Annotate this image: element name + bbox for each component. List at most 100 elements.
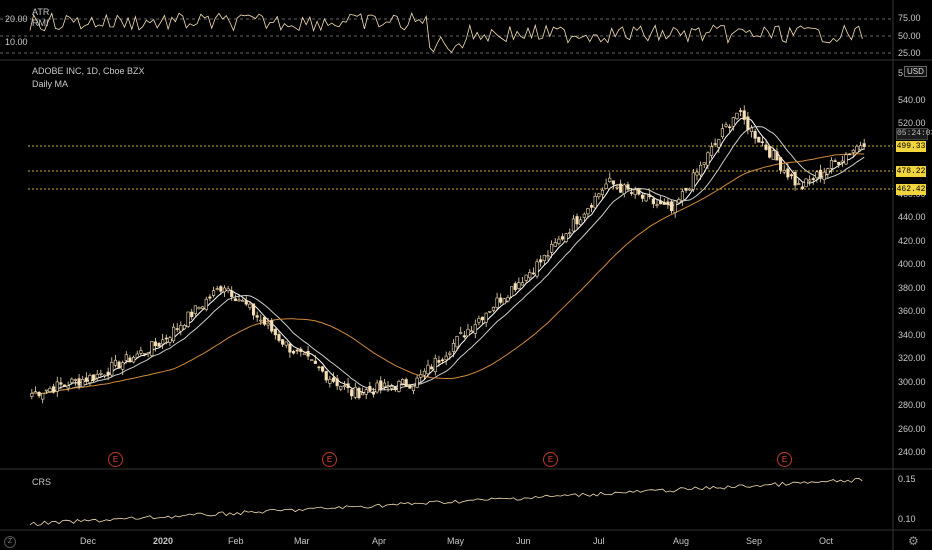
candle-body [324,371,328,381]
currency-badge[interactable]: USD [904,66,927,77]
candle-body [157,342,161,347]
candle-body [753,131,757,139]
time-label: Oct [819,536,834,546]
level-badge-2: 478.22 [896,166,926,177]
candle-body [161,339,165,345]
countdown-badge: 05:24:03 [896,128,932,140]
crs-label: CRS [32,477,52,487]
candle-body [237,299,241,302]
candle-body [150,341,154,356]
candle-body [775,151,779,161]
candle-body [626,184,630,190]
candle-body [818,169,823,178]
candle-body [244,300,248,305]
candle-body [313,360,317,364]
crs-tick-015: 0.15 [898,474,916,484]
atr-label: ATR [32,7,50,17]
candle-body [295,349,299,352]
time-label: Dec [80,536,97,546]
candle-body [553,242,557,247]
candle-body [451,343,456,352]
candle-body [473,324,477,334]
candle-body [52,386,56,393]
candle-body [757,136,761,143]
candle-body [368,386,372,392]
symbol-title[interactable]: ADOBE INC, 1D, Cboe BZX [32,66,145,76]
candle-body [233,298,237,301]
candle-body [339,386,343,390]
candle-body [662,202,666,205]
candle-body [579,219,583,225]
candle-body [706,152,710,166]
time-label: Sep [746,536,763,546]
candle-body [48,387,52,392]
candle-body [379,380,383,389]
candle-body [193,305,197,314]
crs-series-layer [29,477,863,526]
candle-body [222,287,227,293]
candle-body [655,204,659,206]
candle-body [142,353,147,355]
price-tick: 420.00 [898,235,926,246]
candle-body [640,194,645,199]
candle-body [659,200,663,205]
candle-body [41,393,45,400]
earnings-marker-mar[interactable]: E [322,452,337,467]
candle-body [604,183,608,189]
earnings-marker-jun[interactable]: E [543,452,558,467]
candle-body [760,141,764,144]
candle-body [531,272,535,275]
candle-body [673,200,677,213]
candle-body [437,360,441,363]
candle-body [455,335,459,348]
candle-body [310,359,314,361]
rmi-label: RMI [32,18,49,28]
earnings-marker-sep[interactable]: E [777,452,792,467]
candle-body [699,164,703,176]
candle-body [611,180,615,185]
candle-body [564,233,568,242]
candle-body [499,297,503,303]
candle-body [637,189,641,195]
candle-body [648,195,652,197]
candle-body [550,244,554,253]
price-tick: 400.00 [898,259,926,270]
candle-body [95,374,99,379]
ma-fast-line [31,117,865,395]
candle-body [33,391,38,394]
crs-line [29,477,863,526]
earnings-marker-dec[interactable]: E [108,452,123,467]
rmi-tick-75: 75.00 [898,13,921,23]
candle-body [92,374,96,381]
candle-body [691,172,695,190]
candle-body [462,335,466,338]
candle-body [408,384,412,389]
candle-body [786,168,790,178]
ma-legend[interactable]: Daily MA [32,79,69,89]
z-icon[interactable]: Z [4,536,16,548]
gear-icon[interactable]: ⚙ [908,534,919,548]
moving-average-layer [31,117,865,395]
price-tick: 540.00 [898,95,926,105]
candle-body [419,374,423,378]
candlestick-layer [30,105,866,404]
candle-body [361,392,365,396]
candle-body [386,385,390,387]
time-label: 2020 [153,536,174,546]
candle-body [255,315,259,318]
price-tick: 280.00 [898,400,926,411]
candle-body [597,193,601,197]
candle-body [306,350,310,357]
candle-body [837,161,841,165]
candle-body [644,193,648,202]
candle-body [517,282,521,289]
price-tick: 520.00 [898,118,926,129]
candle-body [430,366,434,370]
candle-body [502,298,506,305]
candle-body [135,353,139,358]
candle-body [146,352,150,355]
candle-body [768,146,772,158]
candle-body [77,378,81,386]
time-label: Aug [673,536,690,546]
